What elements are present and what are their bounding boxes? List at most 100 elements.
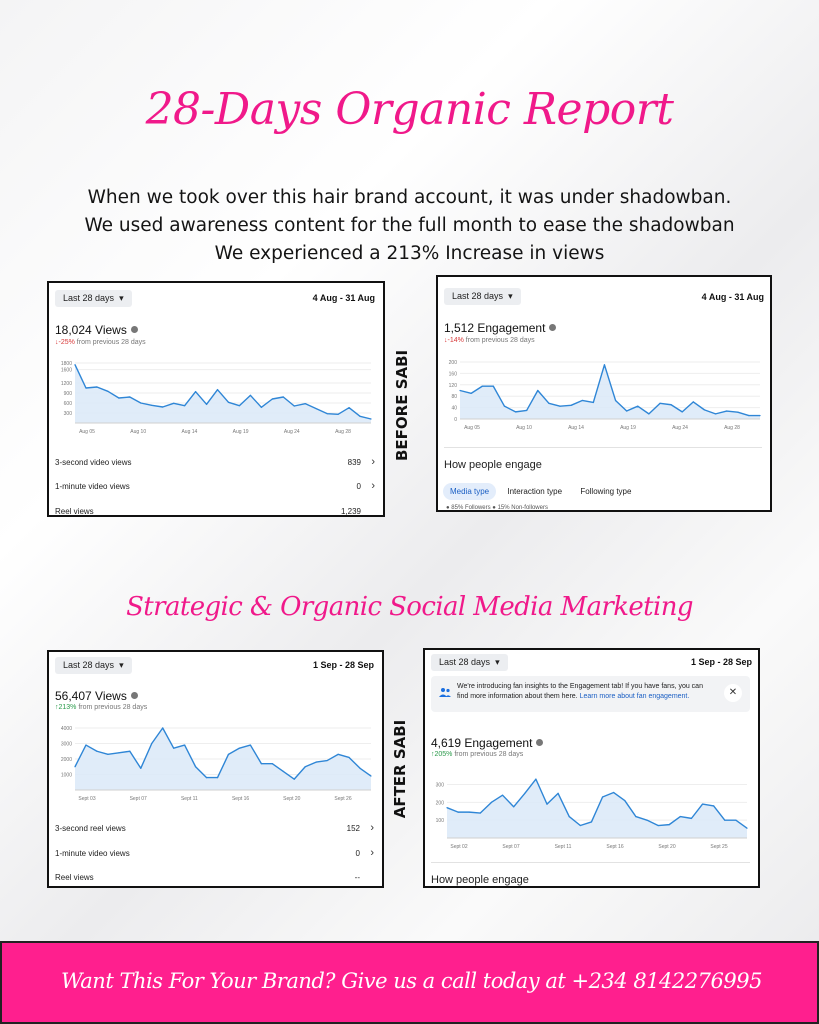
metric-row[interactable]: Reel views 1,239 bbox=[55, 507, 375, 515]
metric-change: ↓-14% from previous 28 days bbox=[444, 337, 535, 344]
y-tick-label: 1600 bbox=[61, 368, 72, 374]
data-point bbox=[646, 819, 648, 821]
info-icon[interactable] bbox=[549, 324, 557, 331]
data-point bbox=[74, 364, 76, 366]
data-point bbox=[227, 401, 230, 403]
before-sabi-label: BEFORE SABI bbox=[393, 349, 411, 461]
tab-following-type[interactable]: Following type bbox=[580, 487, 632, 496]
data-point bbox=[359, 415, 361, 417]
cta-footer-banner: Want This For Your Brand? Give us a call… bbox=[0, 941, 819, 1024]
y-tick-label: 100 bbox=[436, 818, 445, 824]
trend-down-icon: ↓ bbox=[444, 337, 448, 344]
row-label: 1-minute video views bbox=[55, 482, 130, 491]
data-point bbox=[315, 761, 317, 763]
data-point bbox=[337, 753, 339, 755]
data-point bbox=[714, 413, 717, 415]
date-range-label: Last 28 days bbox=[63, 293, 115, 303]
trend-down-icon: ↓ bbox=[55, 339, 59, 346]
section-subtitle: Strategic & Organic Social Media Marketi… bbox=[126, 592, 693, 622]
metric-row[interactable]: 1-minute video views 0 › bbox=[55, 480, 375, 496]
data-point bbox=[337, 413, 339, 415]
x-tick-label: Aug 24 bbox=[672, 425, 688, 431]
row-label: 1-minute video views bbox=[55, 849, 130, 858]
metric-row[interactable]: 1-minute video views 0 › bbox=[55, 847, 374, 863]
metric-change: ↓-25% from previous 28 days bbox=[55, 339, 146, 346]
data-point bbox=[603, 364, 606, 366]
date-range-dropdown[interactable]: Last 28 days ▾ bbox=[55, 657, 132, 674]
data-point bbox=[513, 806, 515, 808]
data-point bbox=[668, 824, 670, 826]
tab-interaction-type[interactable]: Interaction type bbox=[507, 487, 563, 496]
data-point bbox=[592, 401, 594, 404]
y-tick-label: 4000 bbox=[61, 726, 72, 732]
data-point bbox=[703, 409, 706, 411]
data-point bbox=[118, 397, 120, 399]
date-range-dropdown[interactable]: Last 28 days ▾ bbox=[55, 290, 132, 307]
change-percent: -14% bbox=[447, 337, 464, 344]
y-tick-label: 900 bbox=[64, 391, 73, 397]
data-point bbox=[129, 396, 131, 398]
metric-title: 4,619 Engagement bbox=[431, 736, 544, 750]
data-point bbox=[184, 744, 186, 746]
series-line bbox=[446, 778, 748, 829]
metric-change: ↑213% from previous 28 days bbox=[55, 704, 147, 711]
change-caption: from previous 28 days bbox=[74, 339, 146, 346]
y-tick-label: 200 bbox=[436, 800, 445, 806]
row-value: 0 bbox=[356, 482, 361, 491]
data-point bbox=[238, 747, 241, 749]
info-icon[interactable] bbox=[536, 739, 544, 746]
data-point bbox=[227, 753, 230, 755]
data-point bbox=[537, 389, 539, 392]
data-point bbox=[194, 391, 197, 393]
date-range-text: 4 Aug - 31 Aug bbox=[312, 293, 375, 303]
data-point bbox=[701, 803, 704, 805]
data-point bbox=[724, 819, 726, 821]
data-point bbox=[249, 394, 252, 396]
data-point bbox=[568, 815, 570, 818]
close-icon[interactable]: ✕ bbox=[724, 684, 742, 702]
date-range-dropdown[interactable]: Last 28 days ▾ bbox=[431, 654, 508, 671]
data-point bbox=[348, 756, 350, 759]
metric-value: 4,619 Engagement bbox=[431, 736, 533, 750]
x-tick-label: Sept 20 bbox=[658, 844, 675, 850]
metric-row[interactable]: 3-second reel views 152 › bbox=[55, 822, 374, 838]
metric-title: 1,512 Engagement bbox=[444, 321, 557, 335]
data-point bbox=[659, 402, 661, 404]
data-point bbox=[637, 405, 639, 407]
people-icon bbox=[439, 686, 451, 700]
data-point bbox=[96, 386, 98, 388]
data-point bbox=[282, 770, 284, 772]
series-line bbox=[74, 727, 372, 780]
info-icon[interactable] bbox=[130, 692, 138, 699]
metric-row[interactable]: 3-second video views 839 › bbox=[55, 456, 375, 472]
y-tick-label: 1800 bbox=[61, 361, 72, 367]
info-icon[interactable] bbox=[130, 326, 138, 333]
data-point bbox=[162, 406, 164, 408]
caret-down-icon: ▾ bbox=[492, 657, 500, 667]
data-point bbox=[271, 763, 273, 765]
x-tick-label: Aug 28 bbox=[724, 425, 740, 431]
metric-value: 1,512 Engagement bbox=[444, 321, 546, 335]
date-range-dropdown[interactable]: Last 28 days ▾ bbox=[444, 288, 521, 305]
data-point bbox=[249, 744, 252, 746]
data-point bbox=[348, 407, 350, 409]
data-point bbox=[457, 811, 459, 813]
data-point bbox=[657, 824, 659, 827]
data-point bbox=[759, 414, 761, 417]
change-caption: from previous 28 days bbox=[463, 337, 535, 344]
x-tick-label: Sept 03 bbox=[78, 796, 95, 802]
data-point bbox=[735, 819, 737, 821]
data-point bbox=[559, 405, 561, 407]
series-line bbox=[74, 364, 372, 420]
data-point bbox=[624, 799, 626, 802]
data-point bbox=[140, 402, 142, 404]
metric-row[interactable]: Reel views -- bbox=[55, 873, 374, 886]
series-line bbox=[459, 364, 760, 417]
data-point bbox=[315, 408, 317, 410]
intro-line-1: When we took over this hair brand accoun… bbox=[87, 187, 732, 208]
x-tick-label: Sept 07 bbox=[502, 844, 519, 850]
tab-media-type[interactable]: Media type bbox=[443, 483, 497, 500]
learn-more-link[interactable]: Learn more about fan engagement. bbox=[579, 693, 690, 700]
views-chart: 4000 3000 2000 1000 Sept 03 Sept 07 Sept 11 Sep… bbox=[61, 726, 372, 802]
data-point bbox=[118, 752, 120, 754]
